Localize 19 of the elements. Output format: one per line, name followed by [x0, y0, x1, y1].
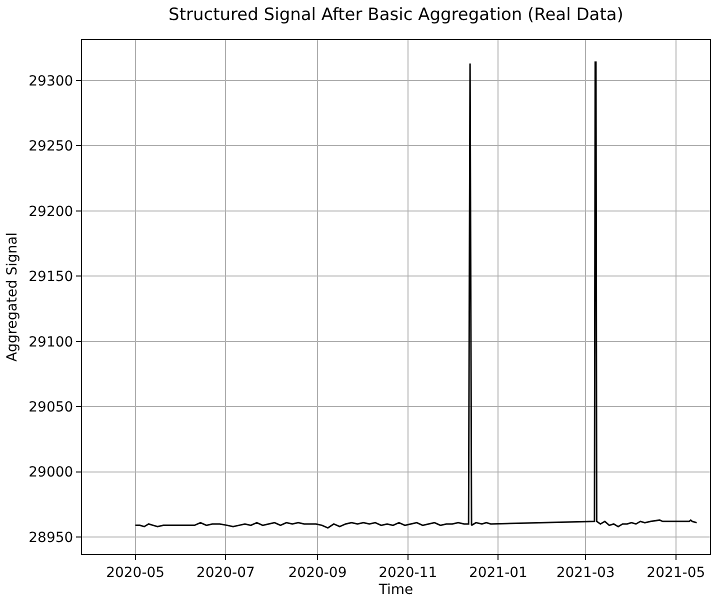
y-tick-label: 29200	[28, 204, 74, 220]
y-tick-label: 29050	[28, 399, 74, 416]
y-tick-label: 29300	[28, 73, 74, 90]
x-tick-label: 2021-01	[468, 564, 528, 581]
y-tick-label: 28950	[28, 530, 74, 546]
y-tick-label: 29150	[28, 269, 74, 286]
y-tick-label: 29100	[28, 334, 74, 350]
x-tick-label: 2020-07	[196, 564, 255, 581]
x-tick-label: 2021-03	[556, 564, 615, 581]
x-axis-title: Time	[378, 582, 414, 598]
x-tick-label: 2020-11	[378, 564, 438, 581]
line-series	[134, 61, 698, 529]
x-tick-label: 2020-09	[288, 564, 347, 581]
x-tick-label: 2020-05	[106, 564, 165, 581]
x-tick-label: 2021-05	[646, 564, 706, 581]
chart-title: Structured Signal After Basic Aggregation (Real Data)	[168, 4, 624, 25]
y-tick-label: 29000	[28, 464, 74, 481]
y-axis-title: Aggregated Signal	[4, 232, 20, 362]
y-tick-label: 29250	[28, 138, 74, 155]
